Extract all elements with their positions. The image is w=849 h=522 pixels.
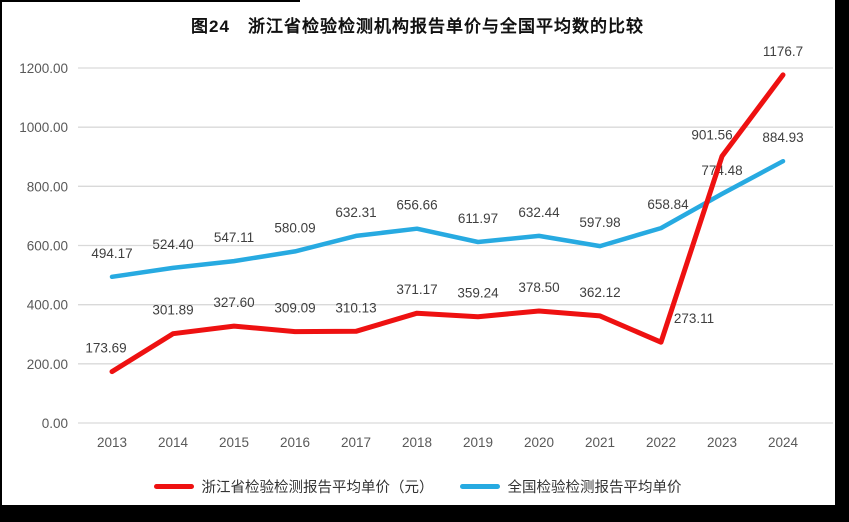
data-label: 632.44 bbox=[518, 205, 560, 220]
y-tick-label: 400.00 bbox=[27, 298, 68, 313]
border-right bbox=[835, 0, 849, 522]
data-label: 884.93 bbox=[762, 130, 803, 145]
y-tick-label: 800.00 bbox=[27, 179, 68, 194]
x-tick-label: 2013 bbox=[97, 435, 127, 450]
data-label: 309.09 bbox=[274, 301, 315, 316]
legend-label-zhejiang: 浙江省检验检测报告平均单价（元） bbox=[201, 479, 434, 496]
data-label: 494.17 bbox=[91, 246, 132, 261]
border-left bbox=[0, 0, 2, 522]
data-label: 327.60 bbox=[213, 295, 254, 310]
data-label: 273.11 bbox=[674, 311, 714, 326]
legend-item-zhejiang: 浙江省检验检测报告平均单价（元） bbox=[153, 476, 434, 497]
legend-label-national: 全国检验检测报告平均单价 bbox=[507, 479, 682, 496]
series-line-national bbox=[109, 158, 786, 280]
data-label: 1176.7 bbox=[763, 44, 803, 59]
border-bottom bbox=[0, 505, 849, 522]
y-tick-label: 1000.00 bbox=[19, 120, 68, 135]
data-label: 371.17 bbox=[396, 282, 437, 297]
x-tick-label: 2018 bbox=[402, 435, 432, 450]
x-tick-label: 2019 bbox=[463, 435, 493, 450]
legend-item-national: 全国检验检测报告平均单价 bbox=[459, 476, 682, 497]
blue-line-swatch bbox=[459, 483, 500, 489]
x-tick-label: 2017 bbox=[341, 435, 371, 450]
data-label: 656.66 bbox=[396, 198, 437, 213]
x-tick-label: 2016 bbox=[280, 435, 310, 450]
data-label: 378.50 bbox=[518, 280, 559, 295]
data-label: 310.13 bbox=[335, 300, 376, 315]
x-tick-label: 2014 bbox=[158, 435, 189, 450]
data-label: 597.98 bbox=[579, 215, 620, 230]
x-tick-label: 2020 bbox=[524, 435, 554, 450]
y-tick-label: 600.00 bbox=[27, 239, 68, 254]
x-tick-label: 2024 bbox=[768, 435, 799, 450]
data-label: 524.40 bbox=[152, 237, 193, 252]
x-tick-label: 2022 bbox=[646, 435, 676, 450]
x-tick-label: 2015 bbox=[219, 435, 249, 450]
x-tick-label: 2021 bbox=[585, 435, 615, 450]
data-label: 362.12 bbox=[579, 285, 620, 300]
red-line-swatch bbox=[153, 483, 194, 489]
data-label: 173.69 bbox=[85, 341, 126, 356]
border-top bbox=[0, 0, 300, 2]
y-tick-label: 0.00 bbox=[42, 416, 68, 431]
data-label: 658.84 bbox=[647, 197, 689, 212]
chart-title: 图24 浙江省检验检测机构报告单价与全国平均数的比较 bbox=[191, 17, 644, 36]
data-label: 301.89 bbox=[152, 303, 193, 318]
data-label: 547.11 bbox=[214, 230, 254, 245]
data-label: 632.31 bbox=[335, 205, 376, 220]
y-tick-label: 200.00 bbox=[27, 357, 68, 372]
data-label: 359.24 bbox=[457, 286, 499, 301]
data-label: 580.09 bbox=[274, 220, 315, 235]
data-label: 611.97 bbox=[458, 211, 498, 226]
x-tick-label: 2023 bbox=[707, 435, 737, 450]
data-label: 774.48 bbox=[701, 163, 742, 178]
series-line-zhejiang bbox=[109, 72, 786, 375]
chart-legend: 浙江省检验检测报告平均单价（元） 全国检验检测报告平均单价 bbox=[0, 472, 835, 500]
data-label: 901.56 bbox=[691, 127, 732, 142]
y-tick-label: 1200.00 bbox=[19, 61, 68, 76]
